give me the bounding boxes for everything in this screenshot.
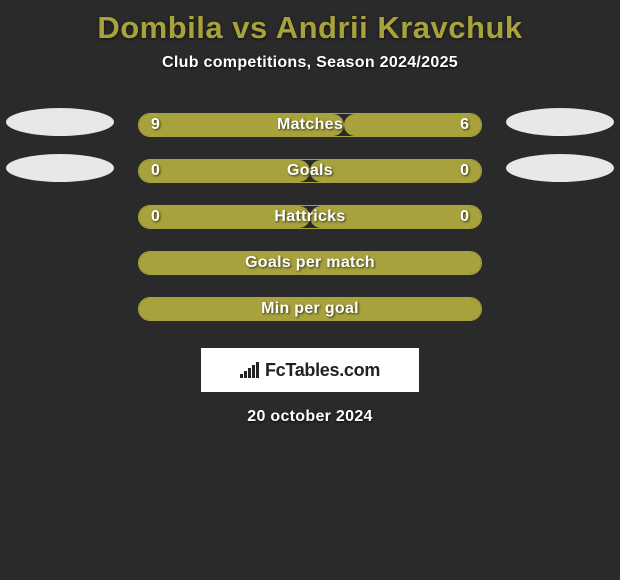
date-label: 20 october 2024	[0, 408, 620, 426]
stat-row: Min per goal	[0, 286, 620, 332]
stat-value-left: 9	[151, 116, 160, 134]
logo-text: FcTables.com	[265, 360, 380, 381]
logo-box[interactable]: FcTables.com	[201, 348, 419, 392]
stat-value-left: 0	[151, 208, 160, 226]
stat-row: Goals per match	[0, 240, 620, 286]
bar-fill-right	[310, 160, 481, 182]
bar-fill-left	[139, 160, 310, 182]
stats-card: Dombila vs Andrii Kravchuk Club competit…	[0, 0, 620, 426]
player-left-ellipse	[6, 154, 114, 182]
stat-label: Min per goal	[261, 300, 359, 318]
stat-row: 0 0 Goals	[0, 148, 620, 194]
stat-value-right: 0	[460, 208, 469, 226]
stat-label: Goals per match	[245, 254, 375, 272]
stat-bar: Goals per match	[138, 251, 482, 275]
stat-bar: 0 0 Hattricks	[138, 205, 482, 229]
stat-value-right: 0	[460, 162, 469, 180]
stat-bar: Min per goal	[138, 297, 482, 321]
player-left-ellipse	[6, 108, 114, 136]
stat-label: Goals	[287, 162, 333, 180]
stat-value-right: 6	[460, 116, 469, 134]
stat-bar: 0 0 Goals	[138, 159, 482, 183]
page-title: Dombila vs Andrii Kravchuk	[0, 6, 620, 54]
stat-label: Hattricks	[274, 208, 345, 226]
subtitle: Club competitions, Season 2024/2025	[0, 54, 620, 102]
player-right-ellipse	[506, 154, 614, 182]
stat-rows: 9 6 Matches 0 0 Goals 0 0 Hattricks Goals per mat…	[0, 102, 620, 332]
stat-bar: 9 6 Matches	[138, 113, 482, 137]
logo-chart-icon	[240, 362, 259, 378]
stat-row: 9 6 Matches	[0, 102, 620, 148]
stat-label: Matches	[277, 116, 343, 134]
player-right-ellipse	[506, 108, 614, 136]
stat-value-left: 0	[151, 162, 160, 180]
stat-row: 0 0 Hattricks	[0, 194, 620, 240]
